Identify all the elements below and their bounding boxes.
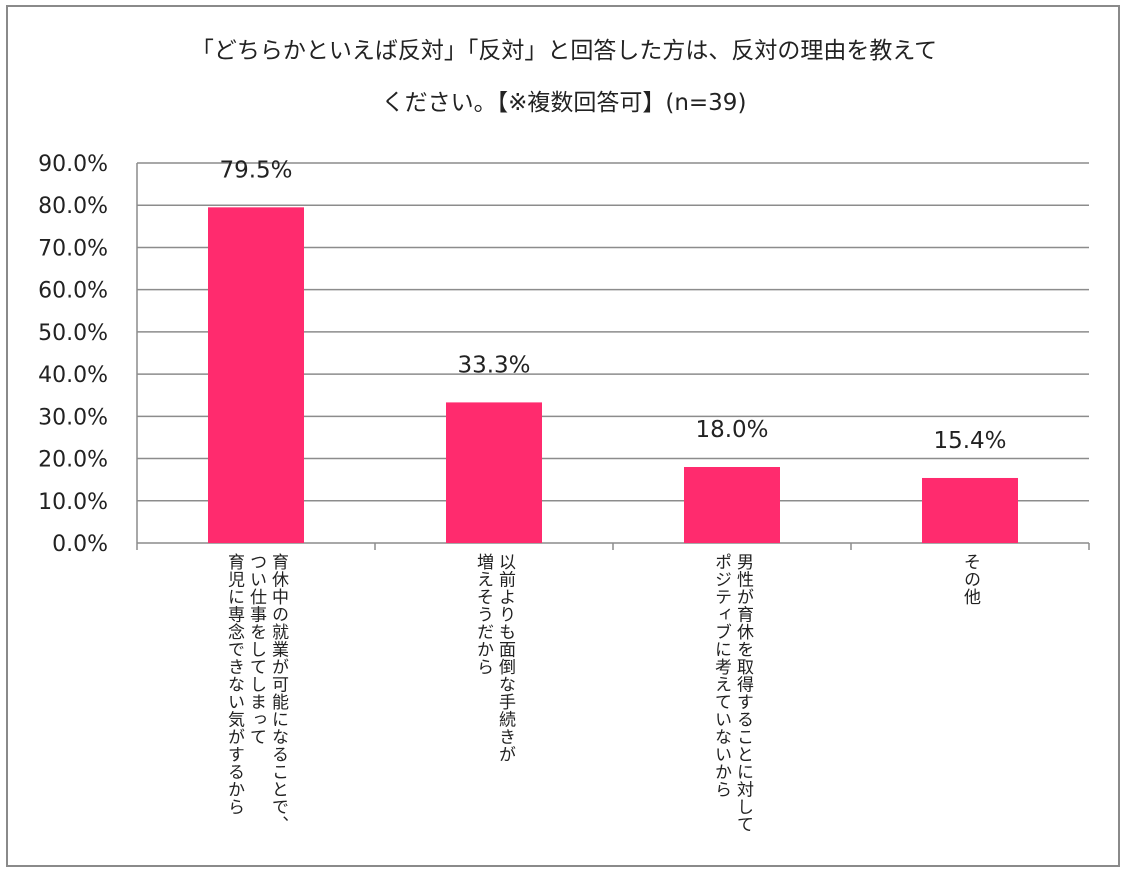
- y-tick-label: 10.0%: [38, 490, 108, 515]
- chart-title-line-1: 「どちらかといえば反対」「反対」と回答した方は、反対の理由を教えて: [190, 38, 938, 64]
- chart-frame: [6, 5, 1120, 867]
- category-label: 以前よりも面倒な手続きが 増えそうだから: [473, 553, 515, 763]
- category-label: 男性が育休を取得することに対して ポジティブに考えていないから: [711, 553, 753, 833]
- y-tick-label: 20.0%: [38, 448, 108, 473]
- y-tick-label: 70.0%: [38, 236, 108, 261]
- chart-title: 「どちらかといえば反対」「反対」と回答した方は、反対の理由を教えて ください。【…: [0, 25, 1128, 129]
- y-tick-label: 90.0%: [38, 152, 108, 177]
- data-label: 79.5%: [219, 157, 292, 183]
- category-label: その他: [960, 553, 980, 606]
- bar: [684, 467, 780, 543]
- bar: [922, 477, 1018, 543]
- y-tick-label: 0.0%: [52, 532, 108, 557]
- data-label: 18.0%: [695, 417, 768, 443]
- y-tick-label: 40.0%: [38, 363, 108, 388]
- y-tick-label: 50.0%: [38, 321, 108, 346]
- category-label: 育休中の就業が可能になることで、 つい仕事をしてしまって 育児に専念できない気が…: [224, 553, 288, 833]
- y-tick-label: 80.0%: [38, 194, 108, 219]
- data-label: 33.3%: [457, 352, 530, 378]
- bar: [446, 402, 542, 543]
- chart-title-line-2: ください。【※複数回答可】(n=39): [381, 90, 747, 116]
- y-tick-label: 60.0%: [38, 279, 108, 304]
- data-label: 15.4%: [933, 428, 1006, 454]
- bar: [208, 207, 304, 544]
- y-tick-label: 30.0%: [38, 405, 108, 430]
